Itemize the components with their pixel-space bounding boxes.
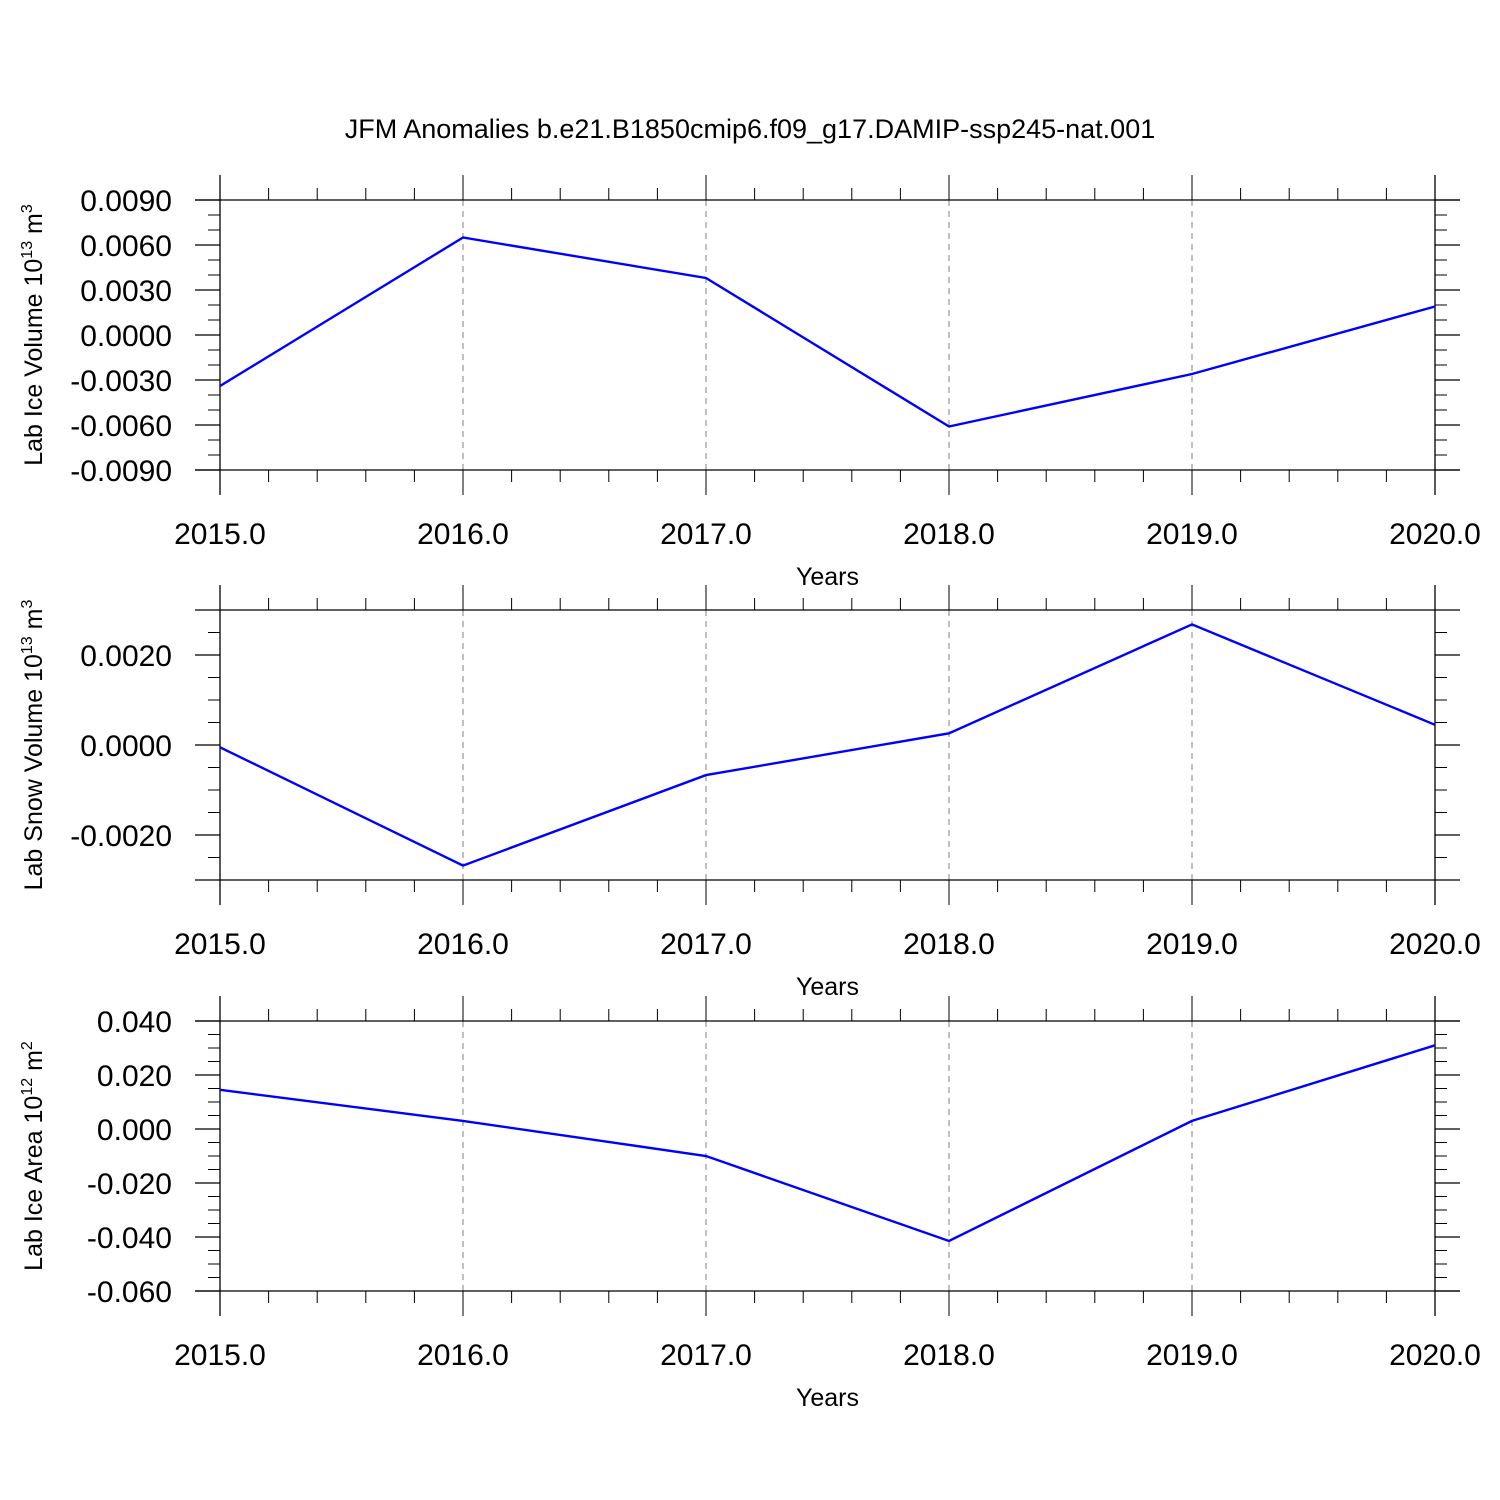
- y-tick-label: -0.040: [87, 1222, 172, 1255]
- y-axis-title: Lab Snow Volume 1013 m3: [19, 600, 48, 891]
- y-tick-label: 0.0090: [80, 185, 172, 218]
- y-tick-label: -0.0030: [70, 365, 172, 398]
- x-tick-label: 2020.0: [1389, 518, 1481, 551]
- x-tick-label: 2015.0: [174, 518, 266, 551]
- y-tick-label: 0.040: [97, 1006, 172, 1039]
- y-tick-label: 0.0000: [80, 320, 172, 353]
- x-tick-label: 2016.0: [417, 928, 509, 961]
- chart-panel-2: 0.0020 0.0000 -0.0020 2015.0 2016.0 2017.0 201…: [19, 585, 1481, 1001]
- x-tick-label: 2019.0: [1146, 1339, 1238, 1372]
- y-tick-label: -0.020: [87, 1168, 172, 1201]
- y-tick-label: 0.020: [97, 1060, 172, 1093]
- y-tick-label: -0.0060: [70, 410, 172, 443]
- y-tick-label: -0.0090: [70, 455, 172, 488]
- x-tick-label: 2016.0: [417, 518, 509, 551]
- x-tick-label: 2020.0: [1389, 928, 1481, 961]
- x-tick-label: 2015.0: [174, 1339, 266, 1372]
- x-tick-label: 2020.0: [1389, 1339, 1481, 1372]
- y-tick-label: 0.000: [97, 1114, 172, 1147]
- x-tick-label: 2019.0: [1146, 518, 1238, 551]
- x-tick-label: 2018.0: [903, 518, 995, 551]
- x-axis-title: Years: [796, 563, 859, 591]
- y-tick-label: 0.0000: [80, 730, 172, 763]
- y-axis-title: Lab Ice Area 1012 m2: [19, 1041, 48, 1271]
- x-tick-label: 2018.0: [903, 1339, 995, 1372]
- series-line: [219, 623, 1436, 867]
- x-tick-label: 2017.0: [660, 928, 752, 961]
- figure-title: JFM Anomalies b.e21.B1850cmip6.f09_g17.D…: [345, 114, 1155, 144]
- y-tick-label: -0.060: [87, 1276, 172, 1309]
- series-line: [219, 1044, 1436, 1243]
- x-axis-title: Years: [796, 1384, 859, 1412]
- x-tick-label: 2016.0: [417, 1339, 509, 1372]
- x-tick-label: 2017.0: [660, 1339, 752, 1372]
- x-tick-label: 2018.0: [903, 928, 995, 961]
- y-tick-label: -0.0020: [70, 820, 172, 853]
- y-axis-title: Lab Ice Volume 1013 m3: [19, 204, 48, 466]
- x-tick-label: 2019.0: [1146, 928, 1238, 961]
- chart-panel-1: 0.0090 0.0060 0.0030 0.0000 -0.0030 -0.0060 -0…: [19, 175, 1481, 591]
- x-axis-title: Years: [796, 973, 859, 1001]
- y-tick-label: 0.0020: [80, 640, 172, 673]
- x-tick-label: 2017.0: [660, 518, 752, 551]
- y-tick-label: 0.0030: [80, 275, 172, 308]
- x-tick-label: 2015.0: [174, 928, 266, 961]
- series-line: [219, 236, 1436, 428]
- y-tick-label: 0.0060: [80, 230, 172, 263]
